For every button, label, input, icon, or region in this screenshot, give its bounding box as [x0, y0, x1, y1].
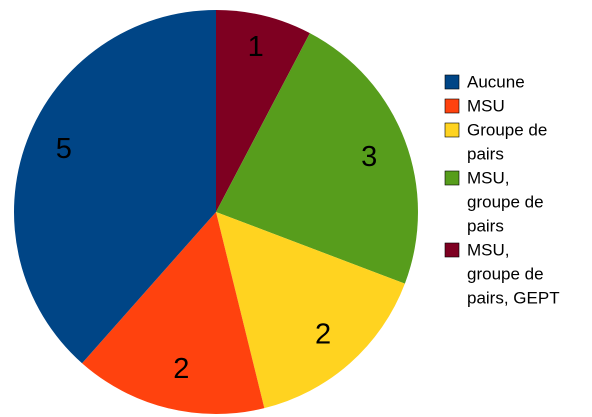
legend-swatch-msu	[444, 98, 460, 114]
data-label-msu-groupe-de-pairs-gept: 1	[248, 31, 264, 63]
data-label-groupe-de-pairs: 2	[315, 318, 331, 350]
legend-label-msu-groupe-de-pairs-line-1: MSU,	[467, 169, 510, 188]
data-label-msu: 2	[173, 353, 189, 385]
legend-item-msu: MSU	[444, 97, 505, 116]
pie-slice-groupe-de-pairs	[216, 212, 405, 409]
legend-label-groupe-de-pairs-line-1: Groupe de	[467, 121, 547, 140]
legend-label-msu-groupe-de-pairs-line-3: pairs	[467, 217, 504, 236]
legend-label-msu-groupe-de-pairs-gept-line-1: MSU,	[467, 241, 510, 260]
legend-label-msu-line-1: MSU	[467, 97, 505, 116]
legend-item-aucune: Aucune	[444, 73, 525, 92]
pie-slice-aucune	[13, 10, 217, 364]
legend-item-groupe-de-pairs: Groupe de pairs	[444, 121, 547, 164]
legend: Aucune MSU Groupe de pairs MSU, groupe de pair…	[444, 73, 560, 308]
legend-swatch-msu-groupe-de-pairs-gept	[444, 242, 460, 258]
legend-label-aucune-line-1: Aucune	[467, 73, 525, 92]
pie-slice-msu-groupe-de-pairs-gept	[216, 10, 310, 212]
legend-label-msu-groupe-de-pairs-gept-line-3: pairs, GEPT	[467, 289, 560, 308]
pie-slice-msu	[82, 212, 265, 414]
legend-label-msu-groupe-de-pairs-gept-line-2: groupe de	[467, 265, 544, 284]
pie-data-labels: 1 3 2 2 5	[56, 31, 378, 385]
legend-label-msu-groupe-de-pairs-line-2: groupe de	[467, 193, 544, 212]
data-label-msu-groupe-de-pairs: 3	[361, 141, 377, 173]
legend-item-msu-groupe-de-pairs-gept: MSU, groupe de pairs, GEPT	[444, 241, 560, 308]
legend-swatch-groupe-de-pairs	[444, 122, 460, 138]
legend-swatch-msu-groupe-de-pairs	[444, 170, 460, 186]
legend-label-groupe-de-pairs-line-2: pairs	[467, 145, 504, 164]
pie-slice-msu-groupe-de-pairs	[216, 33, 418, 284]
pie-slices	[13, 10, 418, 414]
legend-swatch-aucune	[444, 74, 460, 90]
data-label-aucune: 5	[56, 133, 72, 165]
legend-item-msu-groupe-de-pairs: MSU, groupe de pairs	[444, 169, 544, 236]
